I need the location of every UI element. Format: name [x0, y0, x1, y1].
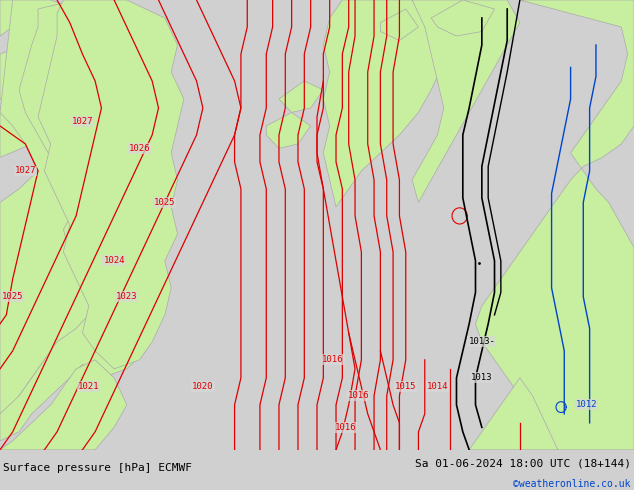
Polygon shape [0, 99, 44, 157]
Text: 1013: 1013 [471, 373, 493, 382]
Text: 1024: 1024 [103, 256, 125, 266]
Polygon shape [279, 81, 323, 113]
Polygon shape [431, 0, 495, 36]
Text: 1025: 1025 [154, 198, 176, 207]
Polygon shape [38, 0, 184, 369]
Text: 1027: 1027 [15, 167, 36, 175]
Polygon shape [0, 0, 139, 414]
Polygon shape [0, 0, 32, 36]
Text: 1026: 1026 [129, 144, 150, 153]
Polygon shape [469, 378, 558, 450]
Text: 1012: 1012 [576, 400, 597, 409]
Text: Sa 01-06-2024 18:00 UTC (18+144): Sa 01-06-2024 18:00 UTC (18+144) [415, 459, 631, 469]
Text: 1013-: 1013- [469, 337, 495, 346]
Text: 1025: 1025 [2, 293, 23, 301]
Polygon shape [266, 113, 311, 148]
Text: 1016: 1016 [335, 423, 356, 432]
Polygon shape [412, 0, 520, 202]
Text: 1027: 1027 [72, 117, 93, 126]
Polygon shape [323, 0, 456, 207]
Text: 1016: 1016 [347, 392, 369, 400]
Polygon shape [0, 45, 38, 99]
Polygon shape [0, 0, 171, 441]
Text: 1014: 1014 [427, 382, 448, 392]
Polygon shape [380, 9, 418, 41]
Text: 1020: 1020 [192, 382, 214, 392]
Polygon shape [0, 360, 127, 450]
Text: 1015: 1015 [395, 382, 417, 392]
Text: 1023: 1023 [116, 293, 138, 301]
Text: 1016: 1016 [322, 355, 344, 365]
Text: 1021: 1021 [78, 382, 100, 392]
Polygon shape [476, 0, 634, 450]
Text: Surface pressure [hPa] ECMWF: Surface pressure [hPa] ECMWF [3, 463, 192, 473]
Text: ©weatheronline.co.uk: ©weatheronline.co.uk [514, 479, 631, 489]
